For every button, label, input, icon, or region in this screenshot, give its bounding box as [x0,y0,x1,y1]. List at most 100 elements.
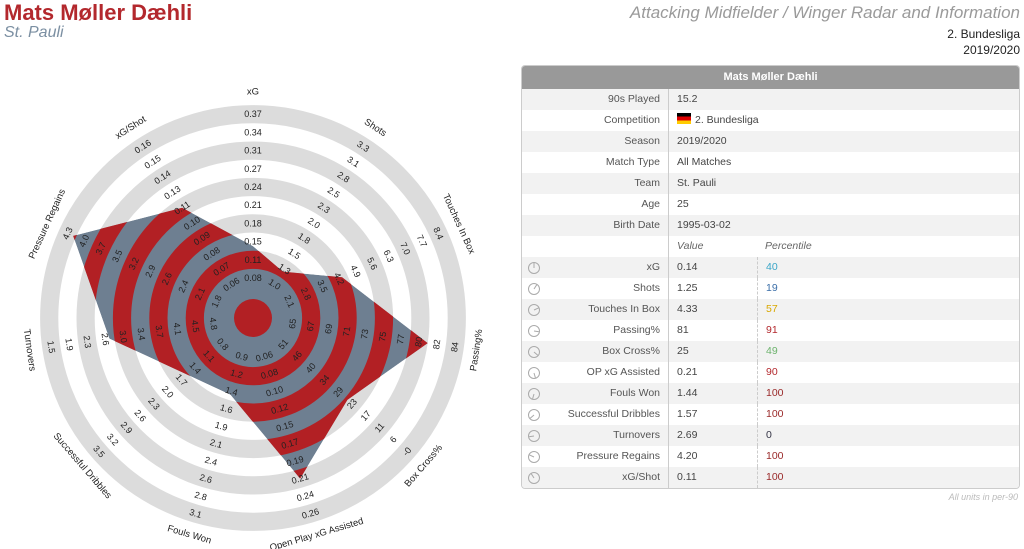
tick-label: 4.2 [332,271,346,287]
info-row: Birth Date 1995-03-02 [522,215,1019,236]
info-value-text: 15.2 [677,93,698,105]
axis-label: Passing% [468,328,485,372]
value-header: Value [677,240,704,252]
stat-value: 0.14 [677,261,698,273]
stat-label: Passing% [546,320,669,341]
stat-label: OP xG Assisted [546,362,669,383]
tick-label: 1.5 [45,340,57,354]
tick-label: 2.6 [160,271,174,287]
tick-label: 7.7 [415,233,429,249]
tick-label: 0.06 [254,349,274,364]
tick-label: 46 [290,349,304,363]
stat-label: Pressure Regains [546,446,669,467]
stat-row: OP xG Assisted 0.21 90 [522,362,1019,383]
info-value-text: 2. Bundesliga [695,114,759,126]
info-row: Team St. Pauli [522,173,1019,194]
tick-label: 3.1 [188,507,203,520]
tick-label: 0.15 [275,419,295,434]
tick-label: 1.9 [63,338,75,352]
info-value: 1995-03-02 [669,215,731,236]
tick-label: 4.8 [208,317,220,331]
season-label: 2019/2020 [963,43,1020,57]
tick-label: 0.12 [270,402,290,417]
icon-cell [522,215,546,236]
tick-label: 2.1 [282,294,296,310]
table-title: Mats Møller Dæhli [522,66,1019,89]
tick-label: 0.08 [260,367,280,382]
info-value-text: St. Pauli [677,177,717,189]
tick-label: 3.0 [117,330,129,344]
tick-label: 3.5 [315,278,329,294]
info-value: 15.2 [669,89,697,110]
stat-value: 4.20 [677,450,698,462]
info-value: 2019/2020 [669,131,727,152]
center-disc [234,299,272,337]
tick-label: 65 [287,318,298,329]
stat-value: 1.44 [677,387,698,399]
info-label: Competition [546,110,669,131]
stat-label: Turnovers [546,425,669,446]
axis-label: xG [247,87,259,98]
tick-label: 1.9 [214,420,229,433]
stat-value: 1.57 [677,408,698,420]
info-value-text: 25 [677,198,689,210]
tick-label: 0.17 [280,436,300,451]
stat-value: 1.25 [677,282,698,294]
info-row: Age 25 [522,194,1019,215]
tick-label: 51 [276,337,290,351]
gauge-icon [522,320,546,341]
info-row: Match Type All Matches [522,152,1019,173]
info-value-text: 2019/2020 [677,135,727,147]
icon-cell [522,131,546,152]
radar-ring [76,141,430,495]
info-label: Season [546,131,669,152]
tick-label: 40 [304,361,318,375]
stat-label: Fouls Won [546,383,669,404]
tick-label: 4.0 [77,233,91,249]
competition-label: 2. Bundesliga [947,27,1020,41]
stat-percentile: 91 [757,320,1019,341]
stat-percentile: 19 [757,278,1019,299]
tick-label: 2.1 [209,437,224,450]
tick-label: 23 [345,397,359,411]
tick-label: 77 [395,334,406,345]
tick-label: 8.4 [431,226,445,242]
stat-percentile: 90 [757,362,1019,383]
icon-cell [522,236,546,257]
stat-label: xG [546,257,669,278]
tick-label: 0.31 [244,146,262,156]
tick-label: 3.7 [154,325,166,339]
tick-label: 0.08 [244,273,262,283]
tick-label: 3.2 [127,256,141,272]
gauge-icon [522,257,546,278]
info-value: St. Pauli [669,173,716,194]
icon-cell [522,89,546,110]
info-value: All Matches [669,152,731,173]
tick-label: 3.4 [136,327,148,341]
tick-label: 0.21 [290,471,310,486]
gauge-icon [522,425,546,446]
gauge-icon [522,362,546,383]
tick-label: 2.4 [176,278,190,294]
tick-label: 0.11 [245,255,262,265]
player-info-table: Mats Møller Dæhli 90s Played 15.2 Competit… [521,65,1020,489]
stat-label: Successful Dribbles [546,404,669,425]
blank-label [546,236,669,257]
tick-label: 6 [388,434,399,444]
stat-percentile: 100 [757,446,1019,467]
tick-label: 0.37 [244,109,262,119]
stat-row: Touches In Box 4.33 57 [522,299,1019,320]
tick-label: 2.1 [193,286,207,302]
tick-label: 1.4 [224,385,239,398]
stat-value: 25 [677,345,689,357]
tick-label: 3.5 [110,248,124,264]
info-row: 90s Played 15.2 [522,89,1019,110]
stat-row: xG/Shot 0.11 100 [522,467,1019,488]
stat-row: Successful Dribbles 1.57 100 [522,404,1019,425]
stat-percentile: 49 [757,341,1019,362]
info-value: 2. Bundesliga [669,110,759,131]
tick-label: 0.15 [143,153,163,171]
info-label: Age [546,194,669,215]
stat-percentile: 100 [757,404,1019,425]
stat-row: Shots 1.25 19 [522,278,1019,299]
